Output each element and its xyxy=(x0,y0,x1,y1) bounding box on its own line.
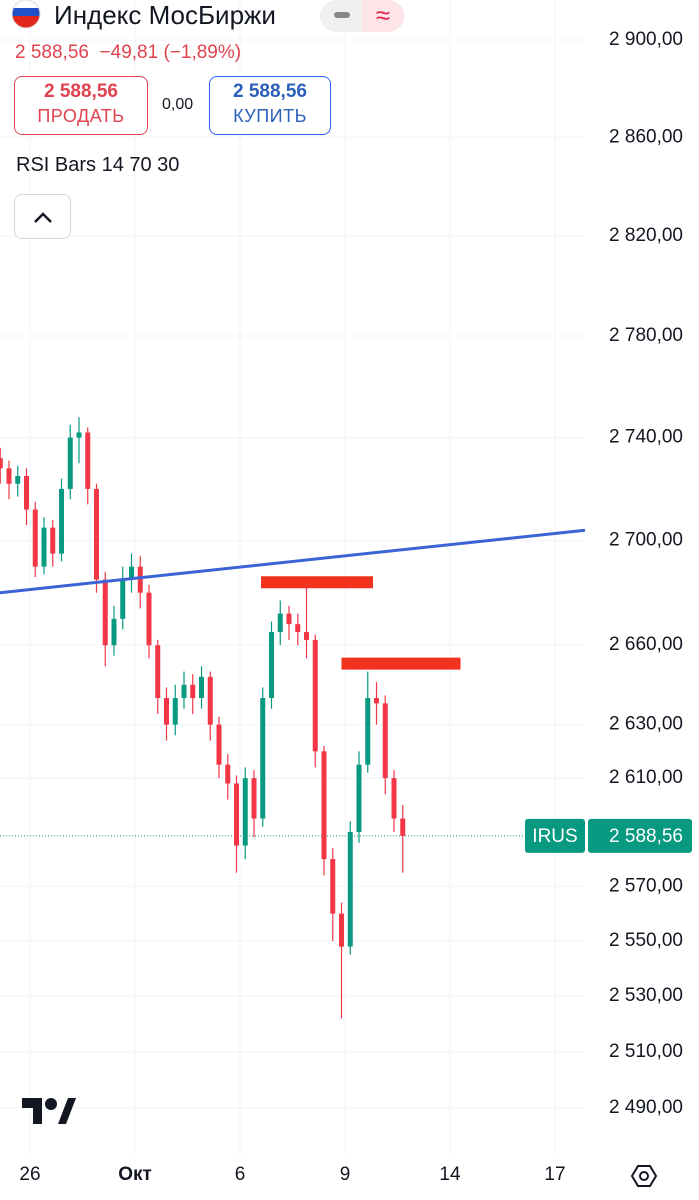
y-tick-label: 2 610,00 xyxy=(609,767,683,788)
sell-price: 2 588,56 xyxy=(44,81,118,102)
candle-body xyxy=(23,476,29,510)
y-tick-label: 2 860,00 xyxy=(609,126,683,147)
toggle[interactable]: ≈ xyxy=(320,0,404,32)
symbol-tag xyxy=(525,818,585,853)
candle-body xyxy=(242,778,248,846)
candle-body xyxy=(155,645,161,699)
candle-body xyxy=(286,613,292,625)
candle-body xyxy=(251,778,257,819)
candle-body xyxy=(391,778,397,819)
buy-price: 2 588,56 xyxy=(233,81,307,102)
y-tick-label: 2 490,00 xyxy=(609,1097,683,1118)
buy-button[interactable]: 2 588,56 КУПИТЬ xyxy=(209,76,331,135)
price-tag xyxy=(588,818,692,853)
sell-button[interactable]: 2 588,56 ПРОДАТЬ xyxy=(14,76,148,135)
symbol-label: IRUS xyxy=(532,826,577,847)
candle-body xyxy=(0,458,3,469)
candle-body xyxy=(356,764,362,833)
candle-body xyxy=(93,488,99,580)
candle-body xyxy=(304,632,310,640)
y-tick-label: 2 530,00 xyxy=(609,985,683,1006)
candle-body xyxy=(41,527,47,567)
candle-body xyxy=(146,592,152,646)
candle-body xyxy=(347,832,353,947)
indicator: RSI Bars 14 70 30 xyxy=(16,154,180,176)
candle-body xyxy=(172,698,178,725)
candle-body xyxy=(295,624,301,633)
candle-body xyxy=(225,764,231,784)
x-tick-label: 9 xyxy=(340,1164,351,1185)
logo xyxy=(20,1096,76,1131)
candle-body xyxy=(365,698,371,765)
candle-body xyxy=(58,488,64,554)
trendline xyxy=(0,528,586,595)
y-tick-label: 2 780,00 xyxy=(609,325,683,346)
buy-label: КУПИТЬ xyxy=(233,106,307,126)
x-tick-label: Окт xyxy=(118,1164,152,1185)
candle-body xyxy=(207,676,213,725)
title: Индекс МосБиржи xyxy=(54,0,276,30)
spread: 0,00 xyxy=(162,96,194,113)
candle-body xyxy=(277,613,283,633)
candle-body xyxy=(128,566,134,580)
candle-body xyxy=(374,698,380,704)
candle-body xyxy=(198,676,204,699)
x-tick-label: 6 xyxy=(235,1164,246,1185)
candle-body xyxy=(268,632,274,699)
candle-body xyxy=(181,684,187,699)
price-tag-label: 2 588,56 xyxy=(609,826,683,847)
y-tick-label: 2 550,00 xyxy=(609,930,683,951)
collapse-button[interactable] xyxy=(14,194,71,239)
sell-label: ПРОДАТЬ xyxy=(37,106,125,126)
candle-body xyxy=(260,698,266,819)
change: −49,81 (−1,89%) xyxy=(99,42,242,63)
flag-icon xyxy=(2,0,42,34)
candle-body xyxy=(216,724,222,765)
candle-body xyxy=(102,579,108,646)
candle-body xyxy=(330,859,336,914)
candle-body xyxy=(120,579,126,619)
candle-body xyxy=(163,698,169,725)
y-tick-label: 2 570,00 xyxy=(609,875,683,896)
candle-body xyxy=(233,783,239,846)
y-tick-label: 2 900,00 xyxy=(609,29,683,50)
y-tick-label: 2 510,00 xyxy=(609,1041,683,1062)
candle-body xyxy=(137,566,143,593)
x-tick-label: 14 xyxy=(439,1164,461,1185)
candle-body xyxy=(339,913,345,947)
price-change: 2 588,56 −49,81 (−1,89%) xyxy=(15,42,241,64)
candle-body xyxy=(382,703,388,779)
candle-body xyxy=(50,527,56,554)
x-tick-label: 17 xyxy=(544,1164,565,1185)
x-tick-label: 26 xyxy=(19,1164,40,1185)
candle-body xyxy=(190,684,196,699)
y-tick-label: 2 630,00 xyxy=(609,714,683,735)
candle-body xyxy=(400,818,406,836)
candle-body xyxy=(111,618,117,646)
candle-body xyxy=(85,432,91,489)
candle-body xyxy=(312,639,318,752)
y-tick-label: 2 660,00 xyxy=(609,634,683,655)
settings-icon[interactable] xyxy=(628,1160,660,1197)
candle-body xyxy=(6,468,12,484)
candle-body xyxy=(76,432,82,438)
candle-body xyxy=(32,509,38,567)
y-tick-label: 2 740,00 xyxy=(609,427,683,448)
candle-body xyxy=(67,437,73,489)
price: 2 588,56 xyxy=(15,42,89,63)
y-tick-label: 2 820,00 xyxy=(609,225,683,246)
y-tick-label: 2 700,00 xyxy=(609,530,683,551)
candle-body xyxy=(15,476,21,484)
candle-body xyxy=(321,751,327,860)
